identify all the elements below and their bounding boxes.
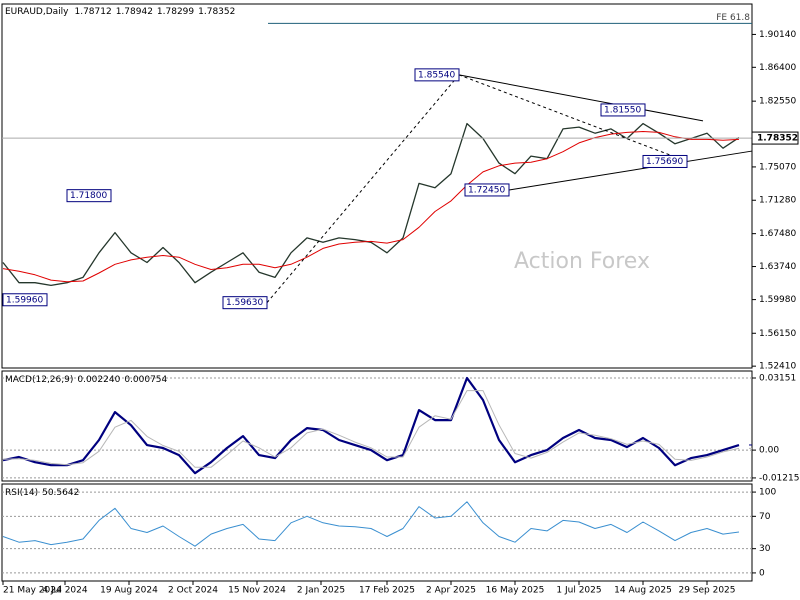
series-line: [2, 376, 740, 475]
trend-line: [458, 74, 704, 122]
x-tick-label: 17 Feb 2025: [359, 586, 415, 596]
x-tick-label: 19 Aug 2024: [100, 586, 158, 596]
y-tick-label: 1.59980: [759, 295, 796, 305]
y-tick-label: 70: [759, 512, 771, 522]
price-header: EURAUD,Daily 1.78712 1.78942 1.78299 1.78352: [5, 7, 235, 17]
y-tick-label: 1.71280: [759, 196, 796, 206]
y-tick-label: 1.90140: [759, 30, 796, 40]
pivot-label: 1.85540: [418, 70, 455, 80]
price-panel: [1, 3, 753, 369]
pivot-box: [66, 189, 112, 203]
series-line: [2, 390, 740, 468]
indicator-title: MACD(12,26,9): [5, 375, 73, 385]
indicator-value: 50.5642: [42, 488, 79, 498]
pivot-label: 1.81550: [604, 105, 641, 115]
rsi-header: RSI(14) 50.5642: [5, 488, 79, 498]
x-tick-label: 29 Sep 2025: [678, 586, 735, 596]
pivot-box: [600, 103, 646, 117]
pivot-box: [2, 293, 48, 307]
series-line: [2, 122, 740, 287]
indicator-value: 0.000754: [124, 375, 167, 385]
pivot-label: 1.59630: [226, 298, 263, 308]
pivot-box: [222, 296, 268, 310]
fe-label: FE 61.8: [716, 13, 750, 23]
y-tick-label: 1.63740: [759, 262, 796, 272]
x-tick-label: 1 Jul 2025: [556, 586, 601, 596]
pivot-box: [464, 183, 510, 197]
y-tick-label: 1.67480: [759, 229, 796, 239]
pivot-box: [642, 154, 688, 168]
x-tick-label: 2 Jan 2025: [297, 586, 345, 596]
indicator-title: RSI(14): [5, 488, 38, 498]
y-tick-label: 1.82550: [759, 97, 796, 107]
header-value: 1.78299: [157, 7, 194, 17]
macd-header: MACD(12,26,9) 0.002240 0.000754: [5, 375, 168, 385]
pivot-box: [414, 68, 460, 82]
pivot-label: 1.72450: [468, 185, 505, 195]
x-tick-label: 16 May 2025: [486, 586, 545, 596]
rsi-panel: [1, 483, 753, 582]
y-tick-label: -0.012158: [759, 473, 800, 483]
x-tick-label: 2 Oct 2024: [168, 586, 218, 596]
header-value: EURAUD,Daily: [5, 7, 69, 17]
pivot-label: 1.71800: [70, 191, 107, 201]
pivot-label: 1.75690: [646, 157, 683, 167]
header-value: 1.78942: [116, 7, 153, 17]
x-tick-label: 15 Nov 2024: [228, 586, 286, 596]
header-value: 1.78712: [74, 7, 111, 17]
indicator-value: 0.002240: [77, 375, 120, 385]
y-tick-label: 100: [759, 488, 776, 498]
x-tick-label: 4 Jul 2024: [42, 586, 87, 596]
x-tick-label: 2 Apr 2025: [426, 586, 476, 596]
trend-line: [266, 74, 460, 303]
watermark: Action Forex: [514, 249, 650, 274]
y-tick-label: 0.03151: [759, 374, 796, 384]
x-tick-label: 21 May 2024: [3, 586, 62, 596]
close-tag: [751, 131, 799, 145]
x-tick-label: 14 Aug 2025: [614, 586, 672, 596]
pivot-label: 1.59960: [6, 295, 43, 305]
close-tag-label: 1.78352: [757, 134, 798, 144]
y-tick-label: 1.75070: [759, 162, 796, 172]
y-tick-label: 1.52410: [759, 362, 796, 372]
macd-panel: [1, 370, 753, 482]
y-tick-label: 1.86400: [759, 63, 796, 73]
y-tick-label: 0: [759, 568, 765, 578]
trend-line: [458, 74, 688, 162]
y-tick-label: 0.00: [759, 446, 779, 456]
trend-line: [508, 150, 753, 191]
series-line: [2, 131, 740, 283]
series-line: [2, 501, 740, 547]
y-tick-label: 1.56150: [759, 329, 796, 339]
header-value: 1.78352: [198, 7, 235, 17]
y-tick-label: 30: [759, 544, 771, 554]
